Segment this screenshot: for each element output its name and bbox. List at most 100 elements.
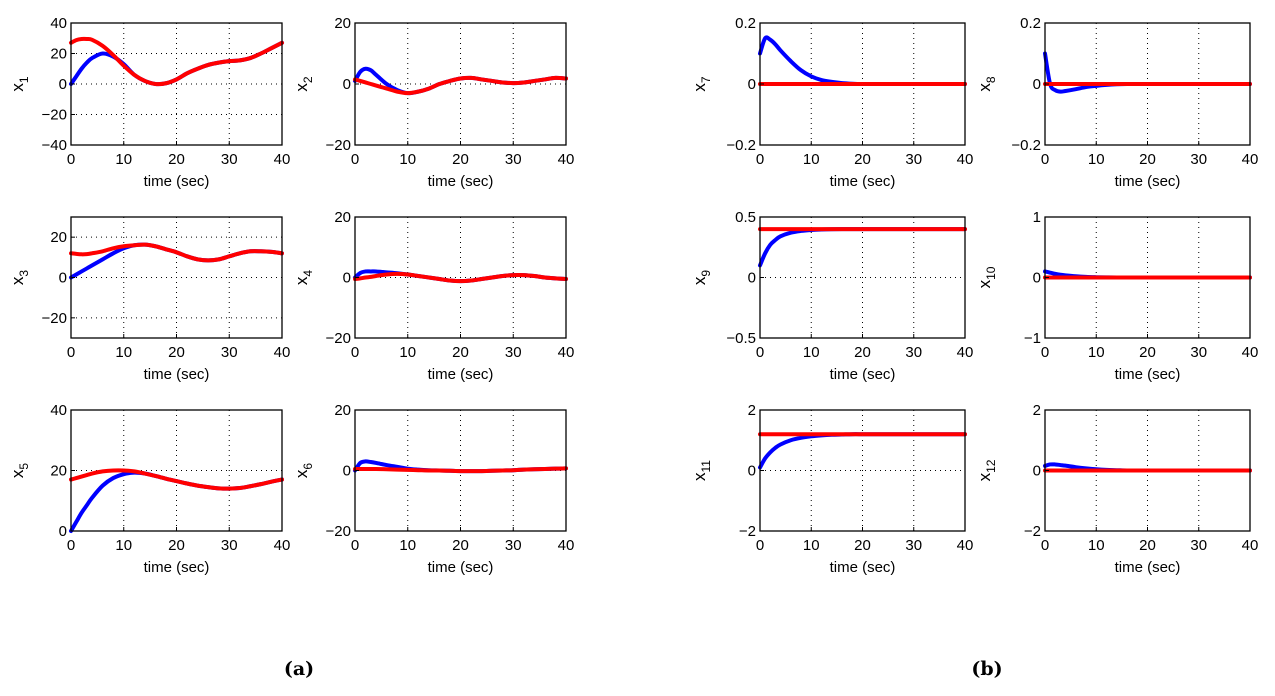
series-red-x5: [69, 468, 284, 491]
y-tick-label: 0: [343, 463, 351, 480]
x-tick-label: 10: [1088, 151, 1105, 168]
y-axis-label: x6: [292, 463, 315, 479]
y-axis-label-subscript: 3: [17, 270, 31, 277]
y-tick-label: 0.2: [735, 15, 756, 32]
y-axis-label: x2: [292, 76, 315, 92]
x-tick-label: 10: [399, 537, 416, 554]
x-tick-label: 40: [957, 344, 974, 361]
x-axis-label: time (sec): [1115, 559, 1181, 576]
y-tick-label: −20: [326, 137, 351, 154]
x-tick-label: 30: [505, 344, 522, 361]
series-red-x4: [353, 271, 568, 284]
y-axis-label-subscript: 10: [984, 266, 998, 280]
x-axis-label: time (sec): [144, 559, 210, 576]
caption-a: (a): [284, 658, 314, 680]
x-tick-label: 0: [67, 537, 75, 554]
x-tick-label: 10: [399, 344, 416, 361]
x-tick-label: 20: [168, 537, 185, 554]
x-axis-label: time (sec): [144, 173, 210, 190]
x-tick-label: 40: [558, 537, 575, 554]
y-axis-label-subscript: 4: [301, 270, 315, 277]
x-tick-label: 40: [558, 344, 575, 361]
y-axis-label-subscript: 7: [699, 76, 713, 83]
y-tick-label: 0: [59, 270, 67, 287]
x-tick-label: 40: [274, 537, 291, 554]
x-tick-label: 40: [558, 151, 575, 168]
x-tick-label: 0: [756, 537, 764, 554]
y-tick-label: 0: [1033, 76, 1041, 93]
x-tick-label: 30: [1190, 344, 1207, 361]
x-tick-label: 20: [1139, 151, 1156, 168]
y-tick-label: 0: [748, 270, 756, 287]
y-axis-label-subscript: 5: [17, 463, 31, 470]
x-tick-label: 40: [957, 537, 974, 554]
x-tick-label: 20: [854, 537, 871, 554]
y-tick-label: −20: [326, 330, 351, 347]
y-tick-label: 0: [59, 523, 67, 540]
x-tick-label: 40: [274, 151, 291, 168]
x-tick-label: 10: [115, 151, 132, 168]
x-tick-label: 20: [1139, 537, 1156, 554]
x-axis-label: time (sec): [1115, 173, 1181, 190]
y-tick-label: −20: [42, 107, 67, 124]
x-tick-label: 30: [905, 151, 922, 168]
x-tick-label: 40: [957, 151, 974, 168]
subplot-x1: 0 10 20 30 40 −40 −20 0 20 40 time (sec) x1: [8, 15, 290, 190]
y-tick-label: 0.5: [735, 209, 756, 226]
x-tick-label: 0: [67, 344, 75, 361]
y-tick-label: 0: [748, 463, 756, 480]
x-tick-label: 0: [756, 344, 764, 361]
y-tick-label: 20: [50, 46, 67, 63]
x-tick-label: 30: [505, 151, 522, 168]
y-axis-label: x1: [8, 76, 31, 92]
x-tick-label: 40: [1242, 344, 1259, 361]
x-tick-label: 0: [67, 151, 75, 168]
x-tick-label: 10: [803, 344, 820, 361]
y-axis-label: x11: [690, 460, 713, 481]
x-tick-label: 10: [1088, 344, 1105, 361]
x-tick-label: 20: [854, 151, 871, 168]
x-tick-label: 10: [803, 537, 820, 554]
y-tick-label: −2: [739, 523, 756, 540]
y-tick-label: −1: [1024, 330, 1041, 347]
subplot-x5: 0 10 20 30 40 0 20 40 time (sec) x5: [8, 402, 290, 576]
y-axis-label-subscript: 11: [699, 460, 713, 473]
x-tick-label: 20: [854, 344, 871, 361]
y-tick-label: 1: [1033, 209, 1041, 226]
y-axis-label-subscript: 2: [301, 76, 315, 83]
x-tick-label: 20: [168, 151, 185, 168]
x-tick-label: 20: [452, 537, 469, 554]
x-tick-label: 20: [452, 344, 469, 361]
x-tick-label: 0: [351, 537, 359, 554]
series-blue-x7: [758, 35, 967, 87]
y-tick-label: 20: [50, 463, 67, 480]
series-red-x2: [353, 75, 568, 96]
x-tick-label: 40: [1242, 151, 1259, 168]
x-tick-label: 30: [505, 537, 522, 554]
x-tick-label: 10: [115, 344, 132, 361]
series-red-x3: [69, 242, 284, 263]
x-tick-label: 0: [1041, 151, 1049, 168]
y-tick-label: 0: [1033, 270, 1041, 287]
y-axis-label-subscript: 8: [984, 76, 998, 83]
y-axis-label: x4: [292, 270, 315, 286]
y-tick-label: 20: [334, 15, 351, 32]
x-tick-label: 0: [351, 151, 359, 168]
x-tick-label: 20: [168, 344, 185, 361]
x-tick-label: 30: [905, 344, 922, 361]
y-tick-label: −0.2: [1011, 137, 1041, 154]
y-tick-label: 0: [1033, 463, 1041, 480]
x-tick-label: 10: [115, 537, 132, 554]
y-tick-label: 0: [343, 76, 351, 93]
x-tick-label: 30: [221, 537, 238, 554]
x-tick-label: 10: [399, 151, 416, 168]
x-axis-label: time (sec): [428, 366, 494, 383]
y-axis-label: x5: [8, 463, 31, 479]
